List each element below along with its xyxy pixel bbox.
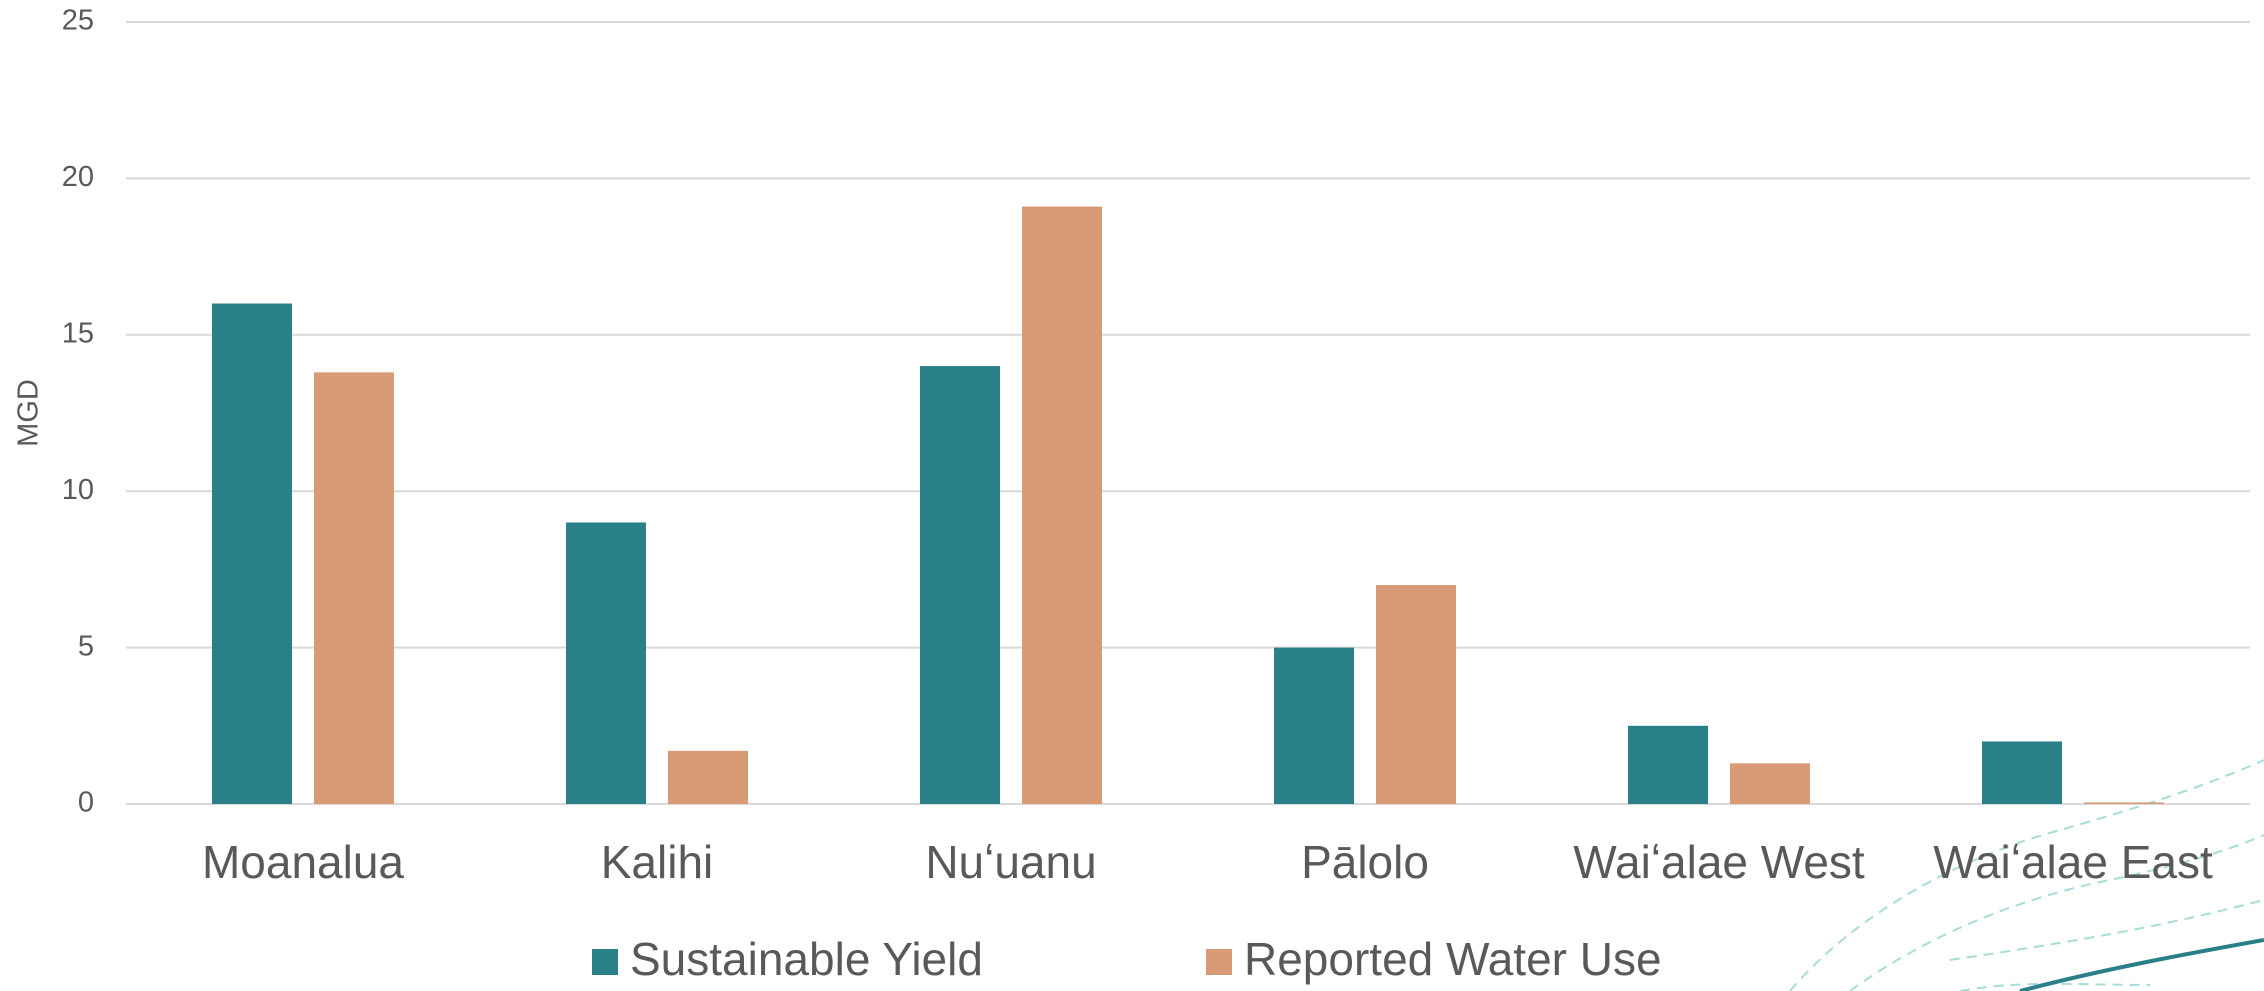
- bar: [1982, 741, 2062, 804]
- bar: [566, 522, 646, 804]
- y-tick-label: 15: [62, 317, 94, 349]
- y-tick-label: 0: [78, 787, 94, 819]
- x-tick-label: Nuʻuanu: [925, 836, 1096, 888]
- legend-swatch: [1206, 949, 1232, 975]
- x-tick-label: Kalihi: [601, 836, 714, 888]
- legend-swatch: [592, 949, 618, 975]
- bar: [314, 372, 394, 804]
- y-tick-label: 5: [78, 630, 94, 662]
- bar: [2084, 802, 2164, 804]
- bar: [1376, 585, 1456, 804]
- y-tick-label: 25: [62, 5, 94, 37]
- legend-label: Reported Water Use: [1244, 933, 1662, 985]
- x-tick-label: Moanalua: [202, 836, 404, 888]
- y-axis-label: MGD: [13, 379, 45, 447]
- bar: [1274, 647, 1354, 804]
- x-tick-label: Waiʻalae West: [1573, 836, 1865, 888]
- y-tick-label: 20: [62, 161, 94, 193]
- bar: [1628, 725, 1708, 804]
- bar: [212, 303, 292, 804]
- bar: [1022, 206, 1102, 804]
- y-tick-label: 10: [62, 474, 94, 506]
- decoration: [1789, 759, 2264, 991]
- x-tick-label: Pālolo: [1301, 836, 1429, 888]
- x-tick-label: Waiʻalae East: [1933, 836, 2213, 888]
- bar: [920, 366, 1000, 804]
- legend-label: Sustainable Yield: [630, 933, 983, 985]
- bar: [1730, 763, 1810, 804]
- bar: [668, 750, 748, 804]
